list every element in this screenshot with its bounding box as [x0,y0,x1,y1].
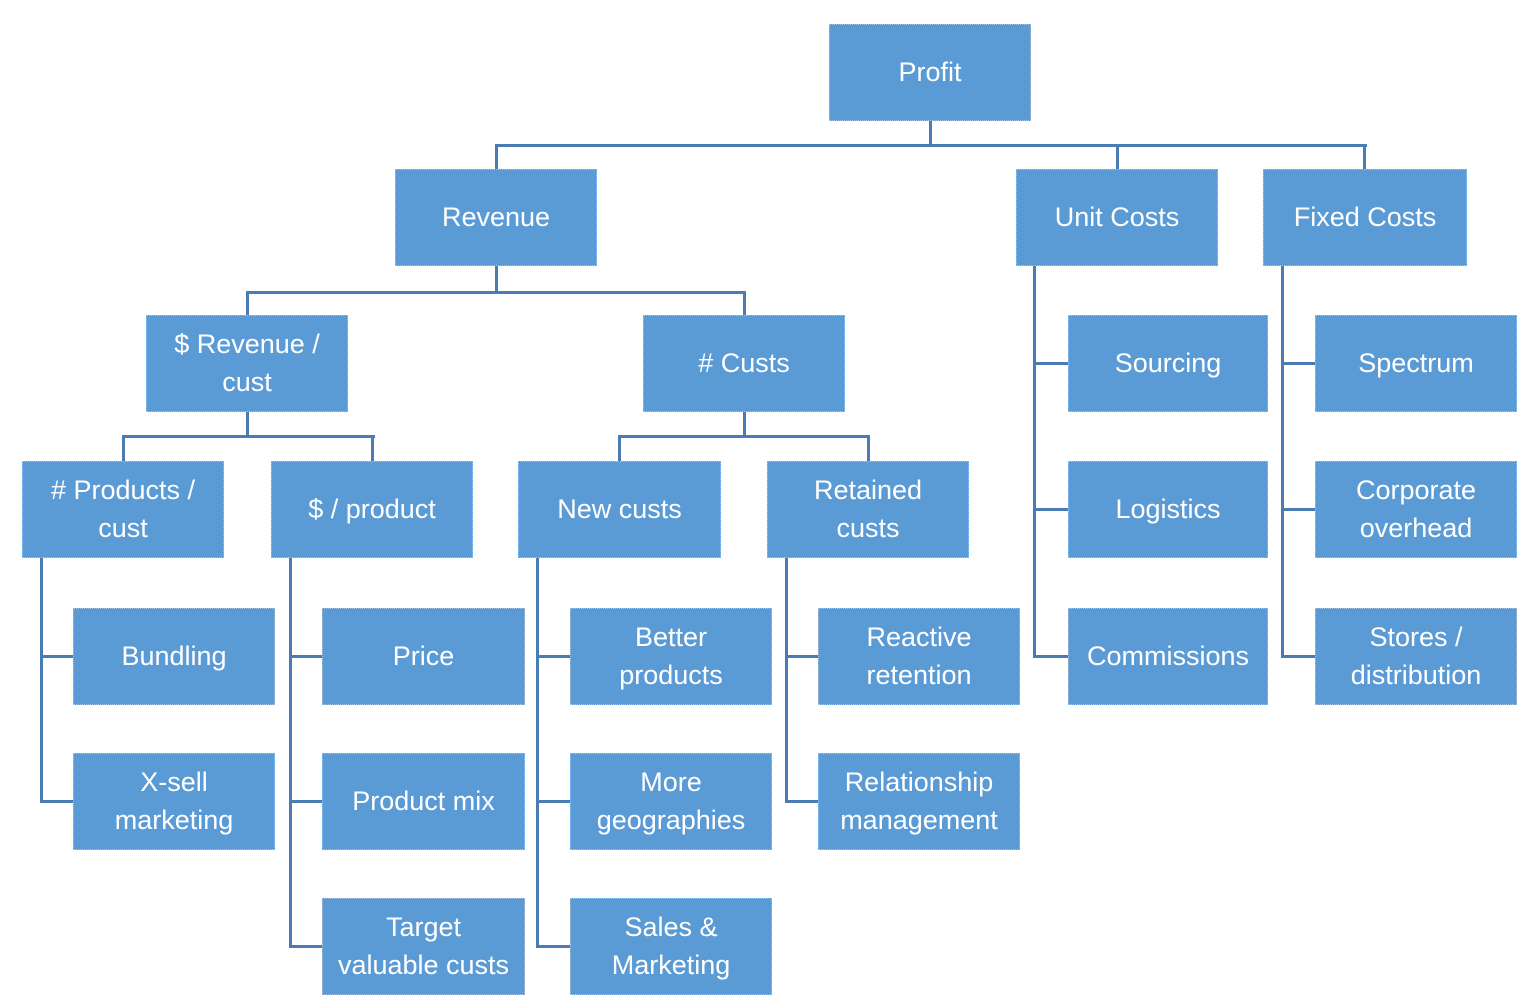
node-label: Profit [898,56,962,87]
node-unit-costs: Unit Costs [1016,169,1218,266]
node-new-custs: New custs [518,461,721,558]
connector-segment [1116,144,1119,169]
node-label: More geographies [596,767,746,835]
connector-segment [536,655,570,658]
node-label: Commissions [1086,640,1250,671]
node-label: X-sell marketing [114,767,234,835]
node-label: $ Revenue / cust [174,329,320,397]
node-label: Unit Costs [1054,201,1180,232]
connector-segment [1281,266,1284,658]
connector-segment [246,291,249,315]
node-sourcing: Sourcing [1068,315,1268,412]
connector-segment [618,435,870,438]
node-profit: Profit [829,24,1031,121]
node-products-per-cust: # Products / cust [22,461,224,558]
connector-segment [929,121,932,146]
connector-segment [40,558,43,803]
connector-segment [785,800,818,803]
connector-segment [289,558,292,948]
node-commissions: Commissions [1068,608,1268,705]
node-label: Logistics [1115,493,1221,524]
node-label: Fixed Costs [1293,201,1437,232]
node-fixed-costs: Fixed Costs [1263,169,1467,266]
node-bundling: Bundling [73,608,275,705]
node-num-custs: # Custs [643,315,845,412]
node-reactive-retention: Reactive retention [818,608,1020,705]
node-label: # Custs [698,347,790,378]
node-label: Stores / distribution [1350,622,1482,690]
node-retained-custs: Retained custs [767,461,969,558]
connector-segment [618,435,621,461]
connector-segment [1363,144,1366,169]
connector-segment [743,412,746,436]
connector-segment [40,800,73,803]
node-revenue: Revenue [395,169,597,266]
node-price: Price [322,608,525,705]
connector-segment [785,558,788,803]
node-label: Spectrum [1358,347,1474,378]
node-label: Revenue [441,201,551,232]
connector-segment [289,800,322,803]
node-label: Price [392,640,455,671]
node-label: Sales & Marketing [611,912,731,980]
node-label: # Products / cust [50,475,196,543]
connector-segment [495,144,498,169]
node-spectrum: Spectrum [1315,315,1517,412]
connector-segment [743,291,746,315]
connector-segment [495,266,498,292]
connector-segment [867,435,870,461]
connector-segment [246,412,249,436]
node-label: Corporate overhead [1355,475,1477,543]
connector-segment [1033,266,1036,658]
node-sales-and-marketing: Sales & Marketing [570,898,772,995]
connector-segment [495,144,1367,147]
node-logistics: Logistics [1068,461,1268,558]
connector-segment [536,800,570,803]
connector-segment [1281,508,1315,511]
connector-segment [371,435,374,461]
node-x-sell-marketing: X-sell marketing [73,753,275,850]
connector-segment [1281,362,1315,365]
node-label: Better products [619,622,723,690]
node-relationship-management: Relationship management [818,753,1020,850]
node-better-products: Better products [570,608,772,705]
connector-segment [1281,655,1315,658]
node-label: Retained custs [813,475,923,543]
connector-segment [536,945,570,948]
connector-segment [122,435,375,438]
node-dollars-per-product: $ / product [271,461,473,558]
connector-segment [785,655,818,658]
connector-segment [1033,362,1068,365]
node-target-valuable-custs: Target valuable custs [322,898,525,995]
node-label: Product mix [352,785,495,816]
connector-segment [40,655,73,658]
node-label: New custs [557,493,682,524]
node-label: Bundling [121,640,227,671]
connector-segment [289,945,322,948]
connector-segment [289,655,322,658]
node-corporate-overhead: Corporate overhead [1315,461,1517,558]
node-more-geographies: More geographies [570,753,772,850]
node-label: Sourcing [1114,347,1222,378]
node-label: Target valuable custs [337,912,510,980]
connector-segment [536,558,539,948]
node-revenue-per-cust: $ Revenue / cust [146,315,348,412]
connector-segment [1033,508,1068,511]
connector-segment [1033,655,1068,658]
connector-segment [246,291,746,294]
node-label: Relationship management [840,767,998,835]
node-label: $ / product [308,493,436,524]
node-product-mix: Product mix [322,753,525,850]
node-stores-distribution: Stores / distribution [1315,608,1517,705]
node-label: Reactive retention [866,622,972,690]
connector-segment [122,435,125,461]
